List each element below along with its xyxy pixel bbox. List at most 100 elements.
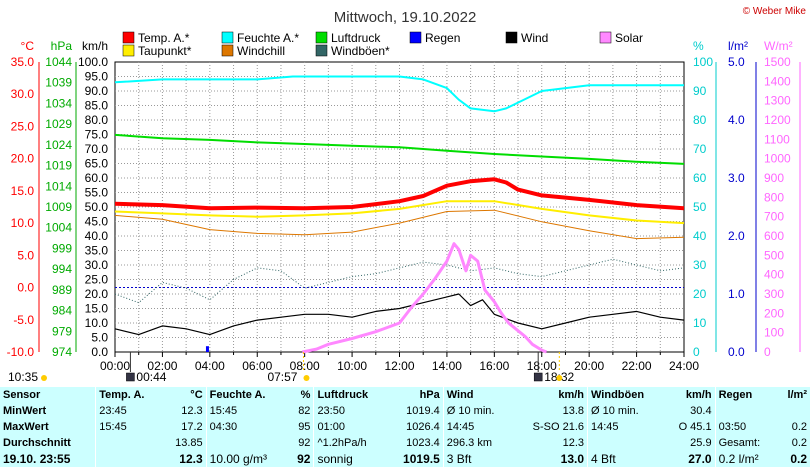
stats-header-humidity: Feuchte A. [205,387,289,403]
stats-cell: 25.9 [690,437,712,449]
stats-cell: 14:45 [587,419,665,435]
axis-tick-wind: 15.0 [85,302,109,316]
stats-cell: Gesamt: [714,435,777,451]
axis-tick-humidity: 100 [693,55,713,69]
legend-label: Regen [425,31,460,45]
axis-tick-pressure: 1014 [45,179,72,193]
stats-cell: 1019.4 [406,405,440,417]
stats-header-gusts-unit: km/h [685,389,712,401]
legend-label: Solar [615,31,643,45]
stats-header-sensor: Sensor [3,389,41,401]
axis-tick-wind: 85.0 [85,99,109,113]
plot-area [114,75,685,354]
stats-cell: 17.2 [181,421,203,433]
axis-tick-pressure: 974 [52,345,72,359]
series-line [114,200,685,225]
axis-tick-rain: 5.0 [728,55,745,69]
stats-header-humidity-unit: % [300,389,311,401]
stats-cell: 13.85 [175,437,203,449]
stats-cell: S-SO 21.6 [532,421,585,433]
chart-credit: © Weber Mike [743,6,807,17]
stats-cell: ^1.2hPa/h [313,435,388,451]
legend-swatch [122,44,135,57]
stats-cell: 23:45 [95,403,163,419]
x-tick-label: 04:00 [195,359,225,373]
x-tick-label: 18:00 [527,359,557,373]
axis-tick-solar: 1300 [764,94,791,108]
axis-tick-solar: 300 [764,287,784,301]
stats-header-rain: Regen [714,387,777,403]
series-line [114,133,685,165]
stats-cell [587,435,665,451]
moon-icon [533,372,543,382]
chart-title: Mittwoch, 19.10.2022 [334,9,477,26]
stats-cell: 92 [297,452,311,466]
stats-row-current: 19.10. 23:55 12.3 10.00 g/m³ 92 sonnig 1… [0,451,810,467]
stats-row-avg: Durchschnitt 13.85 92 ^1.2hPa/h 1023.4 2… [0,435,810,451]
stats-cell [777,403,810,419]
axis-tick-wind: 5.0 [91,331,108,345]
stats-cell: 30.4 [690,405,712,417]
axis-tick-humidity: 90 [693,84,707,98]
axis-tick-humidity: 0 [693,345,700,359]
stats-cell: 95 [298,421,311,433]
legend-label: Temp. A.* [138,31,190,45]
rain-bar [205,346,209,352]
sunrise-label: 07:57 [267,370,297,384]
x-tick-label: 24:00 [669,359,699,373]
stats-cell [714,403,777,419]
axis-tick-pressure: 1009 [45,200,72,214]
legend-label: Wind [521,31,548,45]
stats-cell [205,435,289,451]
series-line [114,258,685,304]
axis-tick-humidity: 70 [693,142,707,156]
axis-unit-pressure: hPa [51,39,73,53]
stats-table: Sensor Temp. A. °C Feuchte A. % Luftdruc… [0,387,810,467]
axis-tick-pressure: 989 [52,283,72,297]
legend-swatch [505,31,518,44]
axis-tick-temp: 15.0 [11,184,35,198]
x-tick-label: 10:00 [337,359,367,373]
stats-cell: 0.2 [791,437,807,449]
axis-tick-wind: 60.0 [85,171,109,185]
axis-tick-humidity: 10 [693,316,707,330]
axis-tick-wind: 35.0 [85,244,109,258]
series-line [114,293,685,336]
stats-cell: 03:50 [714,419,777,435]
axis-tick-temp: -10.0 [7,345,35,359]
axis-tick-solar: 100 [764,326,784,340]
axis-tick-pressure: 1004 [45,221,72,235]
sunset-icon [556,375,563,381]
stats-cell: 3 Bft [442,451,514,467]
sun-icon [41,375,47,381]
axis-tick-wind: 20.0 [85,287,109,301]
axis-tick-pressure: 1024 [45,138,72,152]
axis-tick-wind: 65.0 [85,157,109,171]
axis-tick-solar: 0 [764,345,771,359]
axis-tick-pressure: 1039 [45,76,72,90]
legend-label: Windchill [237,44,285,58]
axis-tick-rain: 2.0 [728,229,745,243]
stats-cell [95,435,163,451]
stats-row-label: Durchschnitt [3,437,71,449]
left-time-label: 10:35 [8,370,38,384]
axis-tick-solar: 700 [764,210,784,224]
series-line [114,177,685,211]
stats-cell: sonnig [313,451,388,467]
axis-tick-temp: 5.0 [17,248,34,262]
legend-swatch [409,31,422,44]
x-tick-label: 14:00 [432,359,462,373]
axis-tick-solar: 1200 [764,113,791,127]
axis-tick-temp: 0.0 [17,281,34,295]
stats-header-pressure: Luftdruck [313,387,388,403]
legend-label: Feuchte A.* [237,31,299,45]
stats-cell: 13.8 [562,405,585,417]
axis-tick-wind: 95.0 [85,70,109,84]
axis-tick-pressure: 979 [52,324,72,338]
axis-tick-wind: 50.0 [85,200,109,214]
x-tick-label: 20:00 [574,359,604,373]
axis-tick-humidity: 50 [693,200,707,214]
stats-cell: 14:45 [442,419,514,435]
axis-tick-temp: 35.0 [11,55,35,69]
